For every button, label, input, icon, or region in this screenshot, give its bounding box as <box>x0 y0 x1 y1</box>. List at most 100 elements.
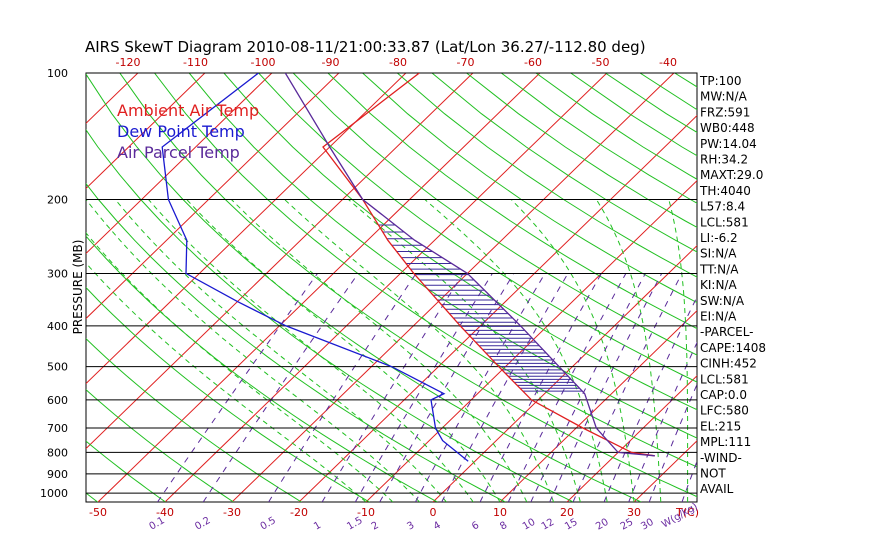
dry-adiabat-line <box>188 73 697 439</box>
isotherm-line <box>97 73 541 502</box>
mixing-ratio-line <box>628 341 697 502</box>
bottom-tick-label: 30 <box>627 506 641 519</box>
pressure-tick-label: 200 <box>47 193 68 206</box>
stat-item: MW:N/A <box>700 90 748 104</box>
mixing-ratio-label: 4 <box>432 520 443 533</box>
legend-entry: Air Parcel Temp <box>117 143 240 162</box>
pressure-tick-label: 700 <box>47 422 68 435</box>
pressure-tick-label: 600 <box>47 394 68 407</box>
isotherm-line <box>0 73 4 502</box>
mixing-ratio-label: 3 <box>405 520 416 533</box>
bottom-tick-label: 20 <box>560 506 574 519</box>
stat-item: AVAIL <box>700 482 734 496</box>
stat-item: SW:N/A <box>700 294 745 308</box>
dry-adiabat-line <box>86 182 506 502</box>
dry-adiabat-line <box>327 73 697 330</box>
stat-item: L57:8.4 <box>700 200 745 214</box>
dry-adiabat-line <box>86 388 234 502</box>
isotherm-line <box>768 73 870 502</box>
stat-item: LCL:581 <box>700 215 749 229</box>
stat-item: KI:N/A <box>700 278 737 292</box>
bottom-tick-label: -10 <box>357 506 375 519</box>
mixing-ratio-label: 10 <box>521 517 538 533</box>
dry-adiabat-line <box>86 440 166 502</box>
mixing-ratio-label: 2 <box>370 520 381 533</box>
dry-adiabat-line <box>292 73 697 356</box>
stat-item: MPL:111 <box>700 435 751 449</box>
top-tick-label: -40 <box>659 56 677 69</box>
mixing-ratio-label: 20 <box>594 517 611 533</box>
mixing-ratio-label: 25 <box>619 517 636 533</box>
stat-item: NOT <box>700 467 726 481</box>
top-tick-label: -100 <box>251 56 276 69</box>
mixing-ratio-lines <box>157 273 697 502</box>
stat-item: EI:N/A <box>700 310 737 324</box>
top-tick-label: -80 <box>389 56 407 69</box>
isotherm-line <box>566 375 697 502</box>
bottom-tick-label: -20 <box>290 506 308 519</box>
mixing-ratio-line <box>572 273 683 502</box>
mixing-ratio-label: 6 <box>470 520 481 533</box>
legend: Ambient Air Temp Dew Point Temp Air Parcel… <box>117 101 259 162</box>
series-line <box>322 73 655 457</box>
moist-adiabat-line <box>595 199 662 502</box>
series-line <box>284 73 655 457</box>
stat-item: TP:100 <box>699 74 742 88</box>
mixing-ratio-line <box>414 273 546 502</box>
moist-adiabat-line <box>510 199 635 502</box>
stat-item: LI:-6.2 <box>700 231 738 245</box>
bottom-tick-label: 0 <box>430 506 437 519</box>
isotherm-line <box>0 73 71 502</box>
mixing-ratio-label: 30 <box>639 517 656 533</box>
dry-adiabat-line <box>779 73 870 502</box>
pressure-tick-label: 100 <box>47 67 68 80</box>
dry-adiabat-line <box>258 73 697 383</box>
pressure-tick-label: 500 <box>47 361 68 374</box>
top-tick-label: -120 <box>116 56 141 69</box>
moist-adiabat-line <box>231 199 528 502</box>
mixing-ratio-label: 15 <box>563 517 580 533</box>
mixing-ratio-line <box>530 273 646 502</box>
stat-item: WB0:448 <box>700 121 755 135</box>
dry-adiabat-line <box>396 73 697 278</box>
moist-adiabat-line <box>86 199 420 502</box>
top-temp-axis: -120 -110 -100 -90 -80 -70 -60 -50 -40 <box>116 56 677 69</box>
x-axis-label: T(C) <box>675 506 699 519</box>
moist-adiabat-line <box>186 199 501 502</box>
mixing-ratio-label: 0.5 <box>259 515 278 532</box>
dry-adiabat-line <box>86 337 302 502</box>
stat-item: CAPE:1408 <box>700 341 766 355</box>
mixing-ratio-line <box>379 273 515 502</box>
dry-adiabat-line <box>223 73 697 411</box>
legend-entry: Dew Point Temp <box>117 122 245 141</box>
bottom-tick-label: 10 <box>493 506 507 519</box>
mixing-ratio-label: 1 <box>312 520 323 533</box>
stat-item: CAP:0.0 <box>700 388 747 402</box>
moist-adiabat-line <box>668 199 689 502</box>
stat-item: LCL:581 <box>700 372 749 386</box>
dry-adiabat-line <box>86 73 642 502</box>
mixing-ratio-line <box>681 459 697 502</box>
dry-adiabat-line <box>0 73 30 502</box>
isotherm-line <box>298 114 697 502</box>
isotherm-line <box>86 73 474 450</box>
top-tick-label: -50 <box>592 56 610 69</box>
dry-adiabat-line <box>119 73 697 498</box>
top-tick-label: -70 <box>457 56 475 69</box>
stat-item: FRZ:591 <box>700 105 750 119</box>
mixing-ratio-label: 0.2 <box>193 515 212 532</box>
bottom-tick-label: -50 <box>89 506 107 519</box>
dry-adiabat-line <box>154 73 697 468</box>
pressure-tick-label: 900 <box>47 468 68 481</box>
mixing-ratio-line <box>441 273 569 502</box>
series-line <box>161 73 469 462</box>
bottom-temp-axis: -50 -40 -30 -20 -10 0 10 20 30 <box>89 506 641 519</box>
isotherm-line <box>365 179 697 502</box>
mixing-ratio-line <box>479 273 602 502</box>
isotherm-line <box>86 73 407 385</box>
mixing-ratio-line <box>648 383 697 502</box>
cape-hatch <box>378 224 583 392</box>
dry-adiabat-line <box>86 235 438 502</box>
